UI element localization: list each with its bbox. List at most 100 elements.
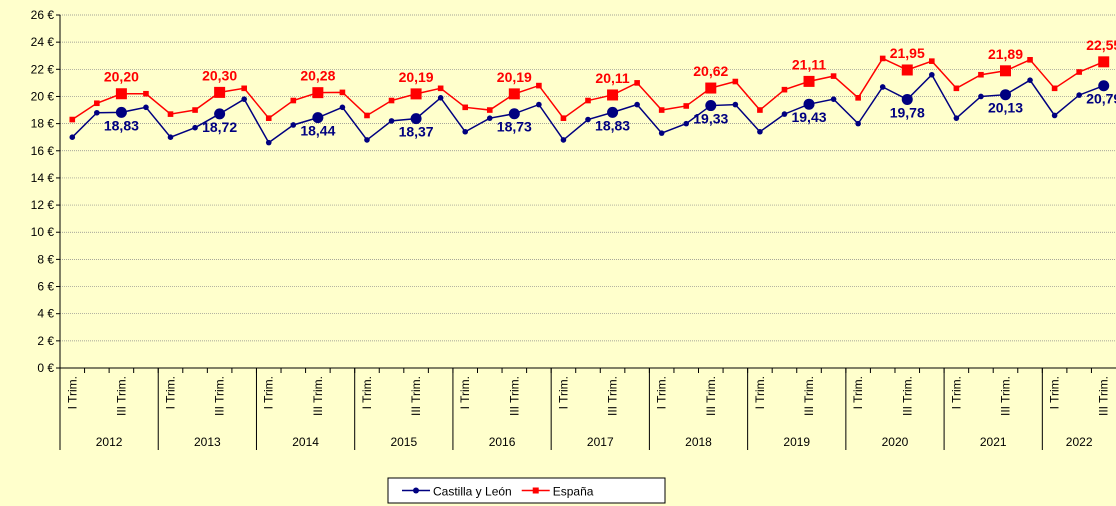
point <box>410 88 422 100</box>
point <box>929 71 935 78</box>
point <box>634 80 640 86</box>
value-label: 20,11 <box>595 70 629 86</box>
y-tick-label: 4 € <box>37 307 54 321</box>
x-tick-label: III Trim. <box>311 376 325 416</box>
value-label: 20,28 <box>300 68 335 84</box>
point <box>115 88 127 100</box>
value-label: 20,13 <box>988 100 1023 116</box>
x-tick-label: I Trim. <box>851 376 865 409</box>
value-label: 20,19 <box>497 69 532 85</box>
x-tick-label: I Trim. <box>65 376 79 409</box>
y-tick-label: 0 € <box>37 361 54 375</box>
value-label: 18,83 <box>104 117 139 133</box>
point <box>803 75 815 87</box>
legend-marker <box>413 487 419 494</box>
point <box>167 111 174 117</box>
x-tick-label: III Trim. <box>704 376 718 416</box>
value-label: 20,19 <box>399 69 434 85</box>
year-label: 2012 <box>96 435 123 449</box>
x-tick-label: I Trim. <box>458 376 472 409</box>
x-tick-label: III Trim. <box>409 376 423 416</box>
point <box>388 118 395 124</box>
value-label: 22,55 <box>1086 37 1116 53</box>
point <box>69 116 76 123</box>
x-tick-label: I Trim. <box>262 376 276 409</box>
y-tick-label: 26 € <box>31 8 55 22</box>
point <box>683 103 690 109</box>
y-tick-label: 10 € <box>31 225 55 239</box>
point <box>214 86 226 98</box>
x-tick-label: I Trim. <box>164 376 178 409</box>
point <box>290 97 297 104</box>
point <box>143 104 149 111</box>
point <box>855 120 861 127</box>
point <box>536 101 542 108</box>
point <box>999 65 1011 77</box>
value-label: 21,11 <box>792 56 826 72</box>
x-tick-label: III Trim. <box>802 376 816 416</box>
point <box>508 108 520 120</box>
point <box>265 139 272 146</box>
point <box>953 115 960 121</box>
x-tick-label: III Trim. <box>998 376 1012 416</box>
point <box>901 93 913 105</box>
point <box>312 112 324 124</box>
point <box>339 104 346 111</box>
y-tick-label: 12 € <box>31 198 55 212</box>
x-tick-label: III Trim. <box>213 376 227 416</box>
point <box>437 95 444 101</box>
year-label: 2015 <box>390 435 417 449</box>
value-label: 18,72 <box>202 119 237 135</box>
legend-marker <box>532 487 539 494</box>
x-tick-label: I Trim. <box>753 376 767 409</box>
y-tick-label: 18 € <box>31 117 55 131</box>
point <box>1051 112 1058 119</box>
value-label: 18,73 <box>497 119 532 135</box>
legend-label: Castilla y León <box>433 485 512 499</box>
point <box>560 137 567 143</box>
point <box>94 100 100 107</box>
point <box>901 64 913 76</box>
point <box>1027 57 1033 63</box>
value-label: 19,43 <box>791 109 826 125</box>
point <box>241 96 247 102</box>
point <box>94 109 100 116</box>
point <box>585 97 591 104</box>
point <box>1027 77 1033 83</box>
point <box>214 108 226 120</box>
value-label: 19,33 <box>693 111 728 127</box>
value-label: 21,89 <box>988 46 1023 62</box>
x-tick-label: III Trim. <box>606 376 620 416</box>
value-label: 21,95 <box>890 45 925 61</box>
value-label: 18,44 <box>300 123 335 139</box>
value-label: 20,30 <box>202 67 237 83</box>
year-label: 2014 <box>292 435 319 449</box>
point <box>830 96 837 102</box>
point <box>757 107 763 113</box>
point <box>803 98 815 110</box>
point <box>167 134 174 140</box>
year-label: 2021 <box>980 435 1007 449</box>
point <box>560 115 567 121</box>
point <box>69 134 76 140</box>
y-tick-label: 22 € <box>31 62 55 76</box>
point <box>585 116 591 123</box>
point <box>265 115 272 121</box>
point <box>290 122 297 128</box>
point <box>536 82 542 89</box>
point <box>781 111 788 117</box>
point <box>634 101 640 108</box>
value-label: 18,37 <box>399 124 434 140</box>
legend-label: España <box>553 485 594 499</box>
value-label: 20,20 <box>104 69 139 85</box>
point <box>830 73 837 79</box>
x-tick-label: III Trim. <box>507 376 521 416</box>
x-tick-label: III Trim. <box>900 376 914 416</box>
point <box>410 113 422 125</box>
x-tick-label: I Trim. <box>655 376 669 409</box>
year-label: 2017 <box>587 435 614 449</box>
point <box>1098 80 1110 92</box>
y-tick-label: 14 € <box>31 171 55 185</box>
y-tick-label: 24 € <box>31 35 55 49</box>
point <box>781 86 788 93</box>
